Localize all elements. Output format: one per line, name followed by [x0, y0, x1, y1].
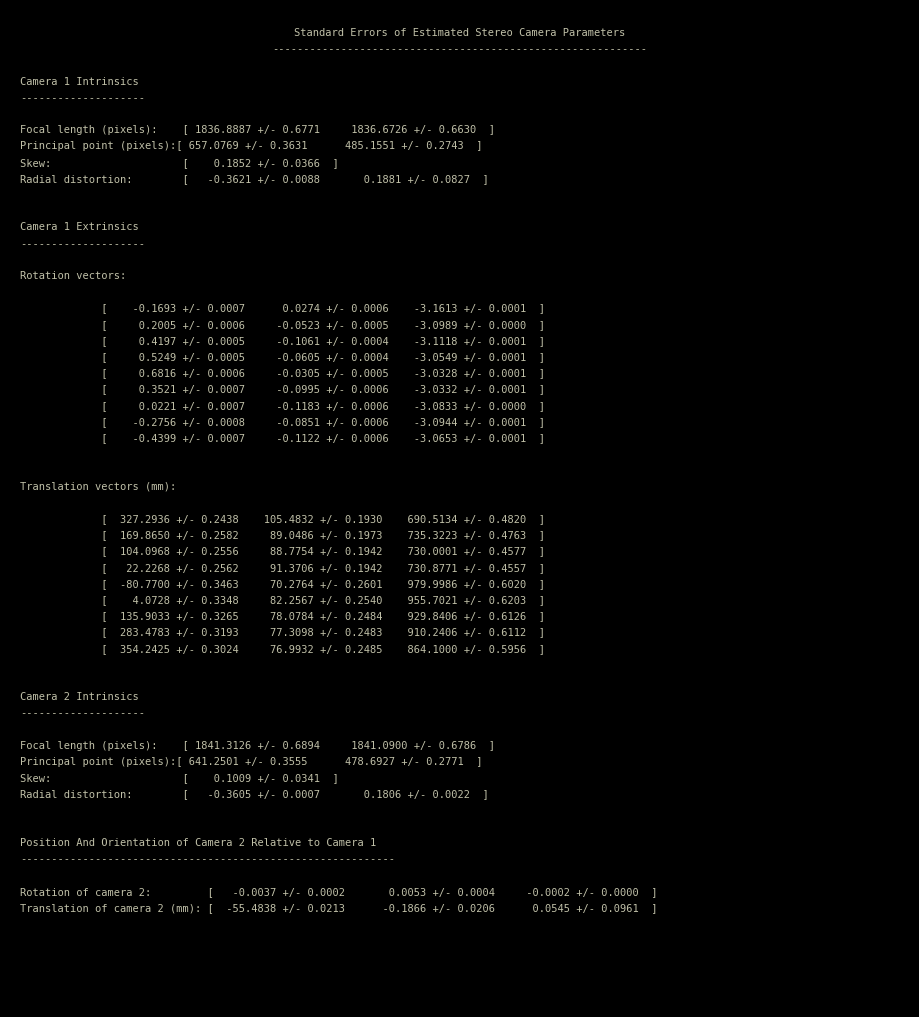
Text: --------------------: --------------------	[20, 93, 145, 103]
Text: [     0.3521 +/- 0.0007     -0.0995 +/- 0.0006    -3.0332 +/- 0.0001  ]: [ 0.3521 +/- 0.0007 -0.0995 +/- 0.0006 -…	[20, 384, 545, 395]
Text: Skew:                     [    0.1009 +/- 0.0341  ]: Skew: [ 0.1009 +/- 0.0341 ]	[20, 773, 338, 783]
Text: [    4.0728 +/- 0.3348     82.2567 +/- 0.2540    955.7021 +/- 0.6203  ]: [ 4.0728 +/- 0.3348 82.2567 +/- 0.2540 9…	[20, 595, 545, 605]
Text: [  283.4783 +/- 0.3193     77.3098 +/- 0.2483    910.2406 +/- 0.6112  ]: [ 283.4783 +/- 0.3193 77.3098 +/- 0.2483…	[20, 627, 545, 638]
Text: [  -80.7700 +/- 0.3463     70.2764 +/- 0.2601    979.9986 +/- 0.6020  ]: [ -80.7700 +/- 0.3463 70.2764 +/- 0.2601…	[20, 579, 545, 589]
Text: [     0.6816 +/- 0.0006     -0.0305 +/- 0.0005    -3.0328 +/- 0.0001  ]: [ 0.6816 +/- 0.0006 -0.0305 +/- 0.0005 -…	[20, 368, 545, 378]
Text: [     0.2005 +/- 0.0006     -0.0523 +/- 0.0005    -3.0989 +/- 0.0000  ]: [ 0.2005 +/- 0.0006 -0.0523 +/- 0.0005 -…	[20, 319, 545, 330]
Text: Principal point (pixels):[ 657.0769 +/- 0.3631      485.1551 +/- 0.2743  ]: Principal point (pixels):[ 657.0769 +/- …	[20, 141, 482, 152]
Text: Rotation vectors:: Rotation vectors:	[20, 271, 126, 281]
Text: Camera 2 Intrinsics: Camera 2 Intrinsics	[20, 693, 139, 702]
Text: Rotation of camera 2:         [   -0.0037 +/- 0.0002       0.0053 +/- 0.0004    : Rotation of camera 2: [ -0.0037 +/- 0.00…	[20, 887, 657, 897]
Text: ------------------------------------------------------------: ----------------------------------------…	[272, 44, 647, 54]
Text: [  135.9033 +/- 0.3265     78.0784 +/- 0.2484    929.8406 +/- 0.6126  ]: [ 135.9033 +/- 0.3265 78.0784 +/- 0.2484…	[20, 611, 545, 621]
Text: Radial distortion:        [   -0.3621 +/- 0.0088       0.1881 +/- 0.0827  ]: Radial distortion: [ -0.3621 +/- 0.0088 …	[20, 174, 489, 184]
Text: Radial distortion:        [   -0.3605 +/- 0.0007       0.1806 +/- 0.0022  ]: Radial distortion: [ -0.3605 +/- 0.0007 …	[20, 789, 489, 799]
Text: Focal length (pixels):    [ 1841.3126 +/- 0.6894     1841.0900 +/- 0.6786  ]: Focal length (pixels): [ 1841.3126 +/- 0…	[20, 740, 494, 751]
Text: Translation vectors (mm):: Translation vectors (mm):	[20, 482, 176, 491]
Text: [    -0.1693 +/- 0.0007      0.0274 +/- 0.0006    -3.1613 +/- 0.0001  ]: [ -0.1693 +/- 0.0007 0.0274 +/- 0.0006 -…	[20, 303, 545, 313]
Text: Camera 1 Intrinsics: Camera 1 Intrinsics	[20, 76, 139, 86]
Text: Position And Orientation of Camera 2 Relative to Camera 1: Position And Orientation of Camera 2 Rel…	[20, 838, 376, 848]
Text: Camera 1 Extrinsics: Camera 1 Extrinsics	[20, 223, 139, 233]
Text: Skew:                     [    0.1852 +/- 0.0366  ]: Skew: [ 0.1852 +/- 0.0366 ]	[20, 158, 338, 168]
Text: [     0.5249 +/- 0.0005     -0.0605 +/- 0.0004    -3.0549 +/- 0.0001  ]: [ 0.5249 +/- 0.0005 -0.0605 +/- 0.0004 -…	[20, 352, 545, 362]
Text: Translation of camera 2 (mm): [  -55.4838 +/- 0.0213      -0.1866 +/- 0.0206    : Translation of camera 2 (mm): [ -55.4838…	[20, 903, 657, 913]
Text: --------------------: --------------------	[20, 709, 145, 718]
Text: Focal length (pixels):    [ 1836.8887 +/- 0.6771     1836.6726 +/- 0.6630  ]: Focal length (pixels): [ 1836.8887 +/- 0…	[20, 125, 494, 135]
Text: [  104.0968 +/- 0.2556     88.7754 +/- 0.1942    730.0001 +/- 0.4577  ]: [ 104.0968 +/- 0.2556 88.7754 +/- 0.1942…	[20, 546, 545, 556]
Text: [  354.2425 +/- 0.3024     76.9932 +/- 0.2485    864.1000 +/- 0.5956  ]: [ 354.2425 +/- 0.3024 76.9932 +/- 0.2485…	[20, 644, 545, 654]
Text: [  169.8650 +/- 0.2582     89.0486 +/- 0.1973    735.3223 +/- 0.4763  ]: [ 169.8650 +/- 0.2582 89.0486 +/- 0.1973…	[20, 530, 545, 540]
Text: --------------------: --------------------	[20, 239, 145, 248]
Text: Standard Errors of Estimated Stereo Camera Parameters: Standard Errors of Estimated Stereo Came…	[294, 28, 625, 38]
Text: [   22.2268 +/- 0.2562     91.3706 +/- 0.1942    730.8771 +/- 0.4557  ]: [ 22.2268 +/- 0.2562 91.3706 +/- 0.1942 …	[20, 562, 545, 573]
Text: [  327.2936 +/- 0.2438    105.4832 +/- 0.1930    690.5134 +/- 0.4820  ]: [ 327.2936 +/- 0.2438 105.4832 +/- 0.193…	[20, 514, 545, 524]
Text: Principal point (pixels):[ 641.2501 +/- 0.3555      478.6927 +/- 0.2771  ]: Principal point (pixels):[ 641.2501 +/- …	[20, 757, 482, 767]
Text: [     0.0221 +/- 0.0007     -0.1183 +/- 0.0006    -3.0833 +/- 0.0000  ]: [ 0.0221 +/- 0.0007 -0.1183 +/- 0.0006 -…	[20, 401, 545, 411]
Text: ------------------------------------------------------------: ----------------------------------------…	[20, 854, 395, 864]
Text: [    -0.2756 +/- 0.0008     -0.0851 +/- 0.0006    -3.0944 +/- 0.0001  ]: [ -0.2756 +/- 0.0008 -0.0851 +/- 0.0006 …	[20, 417, 545, 427]
Text: [     0.4197 +/- 0.0005     -0.1061 +/- 0.0004    -3.1118 +/- 0.0001  ]: [ 0.4197 +/- 0.0005 -0.1061 +/- 0.0004 -…	[20, 336, 545, 346]
Text: [    -0.4399 +/- 0.0007     -0.1122 +/- 0.0006    -3.0653 +/- 0.0001  ]: [ -0.4399 +/- 0.0007 -0.1122 +/- 0.0006 …	[20, 433, 545, 443]
